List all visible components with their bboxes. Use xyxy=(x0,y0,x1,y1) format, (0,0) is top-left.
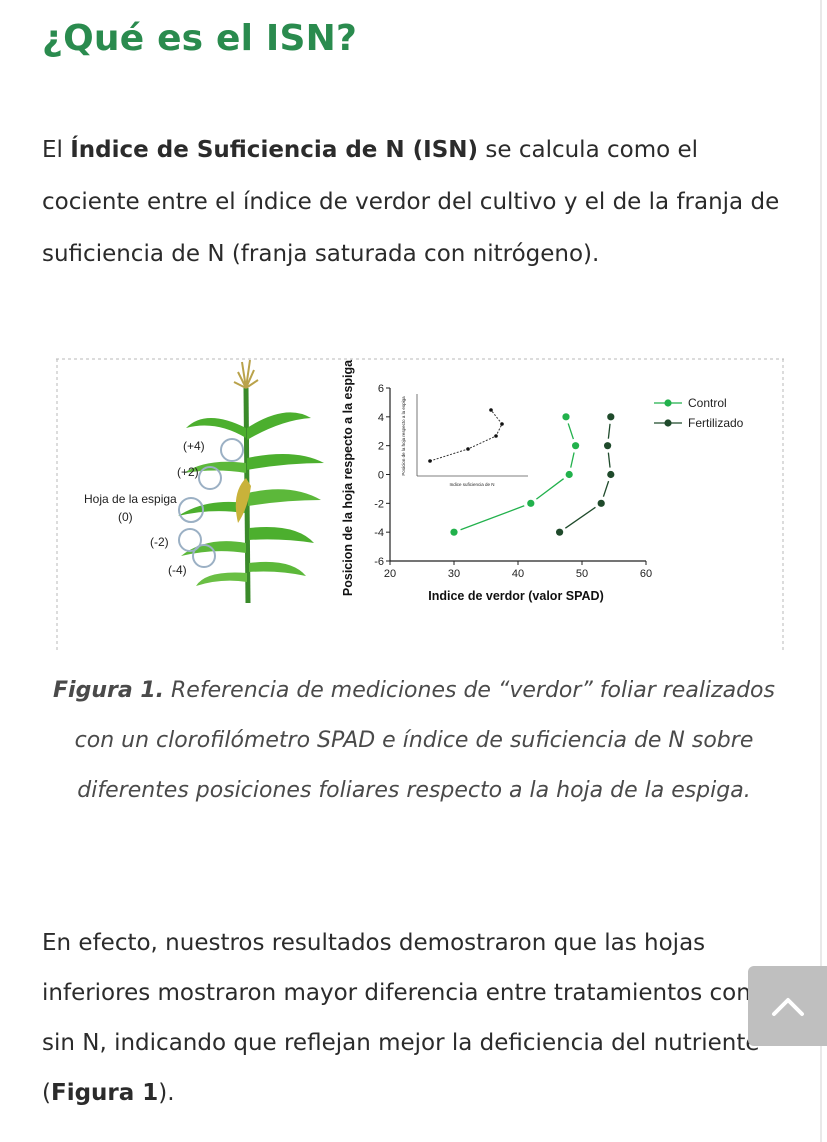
series-1-point xyxy=(556,528,564,536)
inset-point xyxy=(489,408,493,412)
series-points xyxy=(450,413,615,536)
inset-point xyxy=(494,434,498,438)
series-0-segment xyxy=(536,478,564,500)
inset-point xyxy=(466,447,470,451)
results-paragraph: En efecto, nuestros resultados demostrar… xyxy=(42,918,802,1118)
caption-text: Referencia de mediciones de “verdor” fol… xyxy=(74,678,775,803)
series-1-point xyxy=(604,442,612,450)
series-0-point xyxy=(562,413,570,421)
leaf-label-plus2: (+2) xyxy=(177,465,199,479)
y-tick-label: 2 xyxy=(378,441,384,453)
series-0-point xyxy=(450,528,458,536)
legend-marker xyxy=(664,399,672,407)
intro-text: se calcula como el cociente entre el índ… xyxy=(42,137,780,267)
x-tick-label: 50 xyxy=(576,568,588,580)
inset-x-title: Indice suficiencia de N xyxy=(449,482,494,487)
series-1-segment xyxy=(602,480,610,497)
x-tick-label: 40 xyxy=(512,568,524,580)
series-0-segment xyxy=(567,423,575,440)
intro-prefix: El xyxy=(42,137,71,163)
intro-paragraph: El Índice de Suficiencia de N (ISN) se c… xyxy=(42,124,782,280)
y-ticks: -6 -4 -2 0 2 4 6 xyxy=(374,383,390,568)
figure-caption: Figura 1. Referencia de mediciones de “v… xyxy=(40,666,788,816)
page-edge-rule xyxy=(820,0,822,1142)
inset-chart: Indice suficiencia de N Posicion de la h… xyxy=(401,394,528,487)
series-0-segment xyxy=(570,452,575,468)
y-axis-title: Posicion de la hoja respecto a la espiga xyxy=(341,359,355,596)
y-tick-label: -2 xyxy=(374,498,384,510)
inset-point xyxy=(500,422,504,426)
series-0-point xyxy=(565,470,573,479)
leaf-label-zero: (0) xyxy=(118,510,133,524)
y-tick-label: -4 xyxy=(374,527,384,539)
inset-line xyxy=(429,409,503,462)
legend-marker xyxy=(664,419,672,427)
y-tick-label: 4 xyxy=(378,412,384,424)
y-tick-label: 6 xyxy=(378,383,384,395)
spad-chart: -6 -4 -2 0 2 4 6 20 30 40 50 60 Indice de verdor (… xyxy=(341,359,744,603)
series-1-segment xyxy=(564,506,596,529)
intro-bold-term: Índice de Suficiencia de N (ISN) xyxy=(70,137,479,163)
figure-svg: (+4) (+2) Hoja de la espiga (0) (-2) (-4… xyxy=(56,358,784,650)
leaf-label-minus2: (-2) xyxy=(150,535,169,549)
figure-1: (+4) (+2) Hoja de la espiga (0) (-2) (-4… xyxy=(56,358,784,650)
inset-y-title: Posicion de la hoja respecto a la espiga xyxy=(401,396,406,476)
chart-legend: Control Fertilizado xyxy=(654,396,744,430)
caption-label: Figura 1. xyxy=(53,678,165,703)
chevron-up-icon xyxy=(771,998,804,1016)
leaf-label-plus4: (+4) xyxy=(183,439,205,453)
leaf-label-ear: Hoja de la espiga xyxy=(84,492,177,506)
series-1-segment xyxy=(607,423,611,439)
x-tick-label: 20 xyxy=(384,568,396,580)
x-tick-label: 30 xyxy=(448,568,460,580)
y-tick-label: 0 xyxy=(378,470,384,482)
results-text: En efecto, nuestros resultados demostrar… xyxy=(42,930,772,1106)
series-1-point xyxy=(607,413,615,421)
corn-plant-illustration xyxy=(178,359,324,604)
series-0-segment xyxy=(460,505,525,531)
scroll-to-top-button[interactable] xyxy=(748,966,827,1046)
x-tick-label: 60 xyxy=(640,568,652,580)
x-axis-title: Indice de verdor (valor SPAD) xyxy=(428,589,604,603)
series-1-point xyxy=(607,470,615,479)
results-suffix: ). xyxy=(158,1080,175,1106)
series-1-segment xyxy=(607,452,611,468)
series-0-point xyxy=(527,499,535,507)
inset-point xyxy=(428,459,432,463)
series-lines xyxy=(460,423,611,531)
results-figure-ref: Figura 1 xyxy=(50,1080,159,1106)
legend-label: Fertilizado xyxy=(688,416,744,430)
x-ticks: 20 30 40 50 60 xyxy=(384,561,652,580)
series-1-point xyxy=(597,499,605,507)
y-tick-label: -6 xyxy=(374,556,384,568)
section-heading: ¿Qué es el ISN? xyxy=(42,18,358,59)
legend-label: Control xyxy=(688,396,727,410)
series-0-point xyxy=(572,442,580,450)
leaf-label-minus4: (-4) xyxy=(168,563,187,577)
